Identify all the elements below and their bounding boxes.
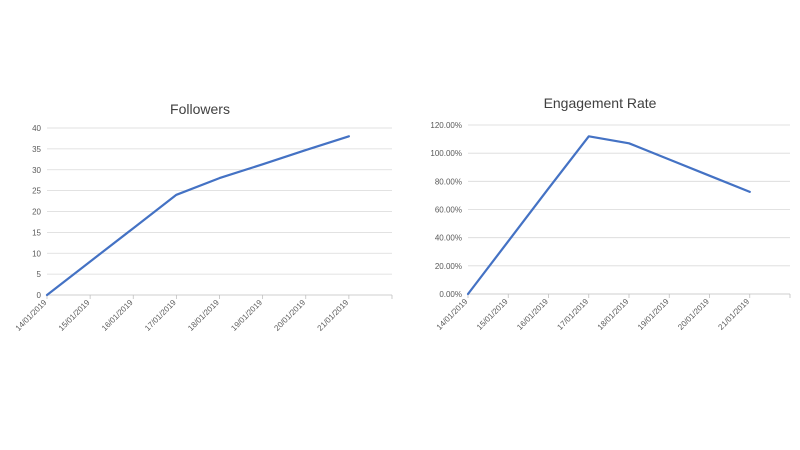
y-tick-label: 120.00% [430, 121, 462, 130]
x-tick-label: 18/01/2019 [596, 297, 631, 332]
y-tick-label: 0 [37, 291, 42, 300]
x-tick-label: 14/01/2019 [435, 297, 470, 332]
series-line [45, 135, 350, 297]
followers-chart: Followers 0 5 10 15 20 25 30 35 40 14/01/2019 15/0… [14, 101, 393, 333]
x-tick-label: 16/01/2019 [100, 298, 135, 333]
series-line [466, 135, 751, 296]
x-tick-label: 15/01/2019 [57, 298, 92, 333]
x-tick-label: 15/01/2019 [475, 297, 510, 332]
x-tick-label: 16/01/2019 [515, 297, 550, 332]
x-tick-label: 18/01/2019 [186, 298, 221, 333]
x-tick-label: 19/01/2019 [229, 298, 264, 333]
y-tick-label: 80.00% [435, 177, 462, 186]
chart-title: Followers [170, 101, 230, 117]
y-tick-label: 60.00% [435, 206, 462, 215]
y-tick-label: 20 [32, 208, 41, 217]
x-tick-label: 17/01/2019 [143, 298, 178, 333]
y-tick-label: 30 [32, 166, 41, 175]
y-tick-label: 25 [32, 187, 41, 196]
x-tick-label: 21/01/2019 [716, 297, 751, 332]
x-tick-label: 20/01/2019 [676, 297, 711, 332]
chart-title: Engagement Rate [544, 95, 657, 111]
y-tick-label: 15 [32, 228, 41, 237]
engagement-rate-chart: Engagement Rate 0.00% 20.00% 40.00% 60.00% 8… [430, 95, 791, 332]
x-tick-label: 20/01/2019 [272, 298, 307, 333]
y-tick-label: 5 [37, 270, 42, 279]
y-tick-label: 40.00% [435, 234, 462, 243]
y-tick-label: 10 [32, 249, 41, 258]
x-tick-label: 21/01/2019 [316, 298, 351, 333]
y-tick-label: 40 [32, 124, 41, 133]
y-tick-label: 35 [32, 145, 41, 154]
y-tick-label: 100.00% [430, 149, 462, 158]
x-tick-label: 14/01/2019 [14, 298, 49, 333]
y-tick-label: 0.00% [439, 290, 462, 299]
y-tick-label: 20.00% [435, 262, 462, 271]
x-tick-label: 17/01/2019 [555, 297, 590, 332]
x-tick-label: 19/01/2019 [636, 297, 671, 332]
